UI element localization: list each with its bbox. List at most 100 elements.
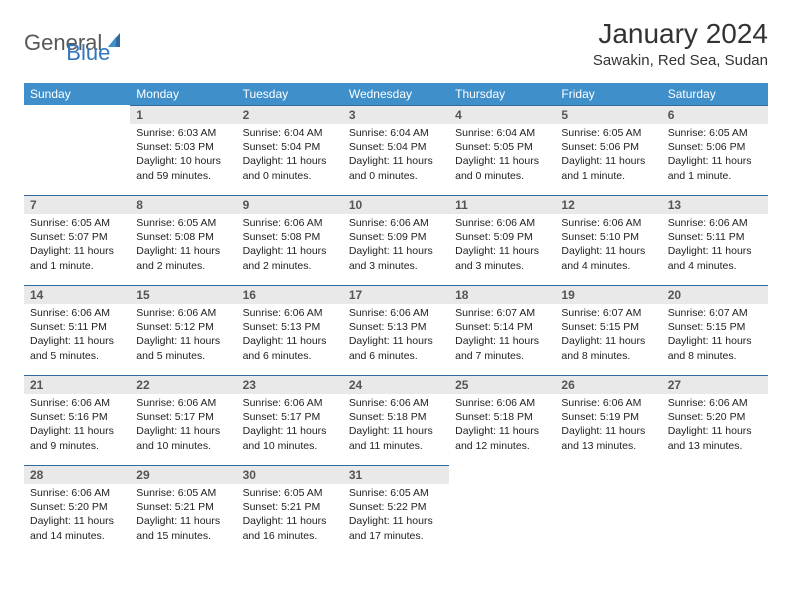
- calendar-day-cell: 20Sunrise: 6:07 AMSunset: 5:15 PMDayligh…: [662, 285, 768, 375]
- day-number: 13: [662, 195, 768, 214]
- day-body: Sunrise: 6:06 AMSunset: 5:18 PMDaylight:…: [449, 394, 555, 459]
- day-number: 23: [237, 375, 343, 394]
- calendar-day-cell: 2Sunrise: 6:04 AMSunset: 5:04 PMDaylight…: [237, 105, 343, 195]
- calendar-day-cell: 15Sunrise: 6:06 AMSunset: 5:12 PMDayligh…: [130, 285, 236, 375]
- weekday-header: Monday: [130, 83, 236, 105]
- day-body: Sunrise: 6:06 AMSunset: 5:17 PMDaylight:…: [237, 394, 343, 459]
- calendar-table: Sunday Monday Tuesday Wednesday Thursday…: [24, 83, 768, 555]
- calendar-day-cell: 21Sunrise: 6:06 AMSunset: 5:16 PMDayligh…: [24, 375, 130, 465]
- day-body: [555, 484, 661, 492]
- day-number: 25: [449, 375, 555, 394]
- month-title: January 2024: [593, 18, 768, 50]
- calendar-day-cell: 6Sunrise: 6:05 AMSunset: 5:06 PMDaylight…: [662, 105, 768, 195]
- day-number: 20: [662, 285, 768, 304]
- calendar-day-cell: 11Sunrise: 6:06 AMSunset: 5:09 PMDayligh…: [449, 195, 555, 285]
- day-body: Sunrise: 6:06 AMSunset: 5:11 PMDaylight:…: [662, 214, 768, 279]
- day-number: 7: [24, 195, 130, 214]
- day-body: Sunrise: 6:06 AMSunset: 5:19 PMDaylight:…: [555, 394, 661, 459]
- calendar-day-cell: 24Sunrise: 6:06 AMSunset: 5:18 PMDayligh…: [343, 375, 449, 465]
- calendar-week-row: 21Sunrise: 6:06 AMSunset: 5:16 PMDayligh…: [24, 375, 768, 465]
- day-number: 6: [662, 105, 768, 124]
- calendar-day-cell: 4Sunrise: 6:04 AMSunset: 5:05 PMDaylight…: [449, 105, 555, 195]
- day-body: Sunrise: 6:07 AMSunset: 5:15 PMDaylight:…: [555, 304, 661, 369]
- day-body: Sunrise: 6:06 AMSunset: 5:13 PMDaylight:…: [237, 304, 343, 369]
- weekday-header: Wednesday: [343, 83, 449, 105]
- day-number: 27: [662, 375, 768, 394]
- day-body: Sunrise: 6:05 AMSunset: 5:22 PMDaylight:…: [343, 484, 449, 549]
- day-body: Sunrise: 6:06 AMSunset: 5:09 PMDaylight:…: [343, 214, 449, 279]
- day-number: 1: [130, 105, 236, 124]
- day-body: Sunrise: 6:04 AMSunset: 5:04 PMDaylight:…: [237, 124, 343, 189]
- calendar-day-cell: [555, 465, 661, 555]
- day-body: Sunrise: 6:05 AMSunset: 5:21 PMDaylight:…: [130, 484, 236, 549]
- day-body: [449, 484, 555, 492]
- location: Sawakin, Red Sea, Sudan: [593, 52, 768, 69]
- day-body: Sunrise: 6:06 AMSunset: 5:12 PMDaylight:…: [130, 304, 236, 369]
- weekday-header: Sunday: [24, 83, 130, 105]
- calendar-day-cell: 17Sunrise: 6:06 AMSunset: 5:13 PMDayligh…: [343, 285, 449, 375]
- day-number: 5: [555, 105, 661, 124]
- calendar-day-cell: [24, 105, 130, 195]
- calendar-day-cell: 1Sunrise: 6:03 AMSunset: 5:03 PMDaylight…: [130, 105, 236, 195]
- calendar-day-cell: 29Sunrise: 6:05 AMSunset: 5:21 PMDayligh…: [130, 465, 236, 555]
- calendar-day-cell: 8Sunrise: 6:05 AMSunset: 5:08 PMDaylight…: [130, 195, 236, 285]
- day-number: 3: [343, 105, 449, 124]
- calendar-week-row: 1Sunrise: 6:03 AMSunset: 5:03 PMDaylight…: [24, 105, 768, 195]
- day-number: 15: [130, 285, 236, 304]
- day-number: 16: [237, 285, 343, 304]
- day-body: Sunrise: 6:05 AMSunset: 5:07 PMDaylight:…: [24, 214, 130, 279]
- calendar-day-cell: 25Sunrise: 6:06 AMSunset: 5:18 PMDayligh…: [449, 375, 555, 465]
- day-number: 26: [555, 375, 661, 394]
- day-body: Sunrise: 6:04 AMSunset: 5:05 PMDaylight:…: [449, 124, 555, 189]
- calendar-day-cell: 26Sunrise: 6:06 AMSunset: 5:19 PMDayligh…: [555, 375, 661, 465]
- calendar-day-cell: 27Sunrise: 6:06 AMSunset: 5:20 PMDayligh…: [662, 375, 768, 465]
- logo: General Blue: [24, 22, 110, 64]
- day-number: 11: [449, 195, 555, 214]
- calendar-day-cell: 23Sunrise: 6:06 AMSunset: 5:17 PMDayligh…: [237, 375, 343, 465]
- day-body: [24, 124, 130, 132]
- day-body: Sunrise: 6:05 AMSunset: 5:21 PMDaylight:…: [237, 484, 343, 549]
- calendar-day-cell: [449, 465, 555, 555]
- day-body: Sunrise: 6:06 AMSunset: 5:17 PMDaylight:…: [130, 394, 236, 459]
- day-number: 2: [237, 105, 343, 124]
- calendar-day-cell: 28Sunrise: 6:06 AMSunset: 5:20 PMDayligh…: [24, 465, 130, 555]
- weekday-header: Thursday: [449, 83, 555, 105]
- weekday-header: Tuesday: [237, 83, 343, 105]
- day-body: Sunrise: 6:06 AMSunset: 5:11 PMDaylight:…: [24, 304, 130, 369]
- day-body: Sunrise: 6:07 AMSunset: 5:15 PMDaylight:…: [662, 304, 768, 369]
- day-body: Sunrise: 6:06 AMSunset: 5:20 PMDaylight:…: [662, 394, 768, 459]
- weekday-header: Saturday: [662, 83, 768, 105]
- day-body: Sunrise: 6:06 AMSunset: 5:13 PMDaylight:…: [343, 304, 449, 369]
- day-number: 9: [237, 195, 343, 214]
- calendar-week-row: 7Sunrise: 6:05 AMSunset: 5:07 PMDaylight…: [24, 195, 768, 285]
- calendar-week-row: 14Sunrise: 6:06 AMSunset: 5:11 PMDayligh…: [24, 285, 768, 375]
- day-number: 24: [343, 375, 449, 394]
- day-body: Sunrise: 6:05 AMSunset: 5:08 PMDaylight:…: [130, 214, 236, 279]
- title-block: January 2024 Sawakin, Red Sea, Sudan: [593, 18, 768, 69]
- calendar-day-cell: 30Sunrise: 6:05 AMSunset: 5:21 PMDayligh…: [237, 465, 343, 555]
- calendar-day-cell: 13Sunrise: 6:06 AMSunset: 5:11 PMDayligh…: [662, 195, 768, 285]
- day-body: Sunrise: 6:04 AMSunset: 5:04 PMDaylight:…: [343, 124, 449, 189]
- calendar-day-cell: 7Sunrise: 6:05 AMSunset: 5:07 PMDaylight…: [24, 195, 130, 285]
- day-number: 17: [343, 285, 449, 304]
- day-body: Sunrise: 6:06 AMSunset: 5:08 PMDaylight:…: [237, 214, 343, 279]
- calendar-day-cell: 5Sunrise: 6:05 AMSunset: 5:06 PMDaylight…: [555, 105, 661, 195]
- day-number: 19: [555, 285, 661, 304]
- calendar-day-cell: 14Sunrise: 6:06 AMSunset: 5:11 PMDayligh…: [24, 285, 130, 375]
- day-number: 12: [555, 195, 661, 214]
- calendar-day-cell: [662, 465, 768, 555]
- calendar-week-row: 28Sunrise: 6:06 AMSunset: 5:20 PMDayligh…: [24, 465, 768, 555]
- day-body: Sunrise: 6:07 AMSunset: 5:14 PMDaylight:…: [449, 304, 555, 369]
- day-body: [662, 484, 768, 492]
- day-body: Sunrise: 6:05 AMSunset: 5:06 PMDaylight:…: [662, 124, 768, 189]
- day-body: Sunrise: 6:06 AMSunset: 5:10 PMDaylight:…: [555, 214, 661, 279]
- day-number: 30: [237, 465, 343, 484]
- calendar-body: 1Sunrise: 6:03 AMSunset: 5:03 PMDaylight…: [24, 105, 768, 555]
- calendar-day-cell: 18Sunrise: 6:07 AMSunset: 5:14 PMDayligh…: [449, 285, 555, 375]
- day-body: Sunrise: 6:03 AMSunset: 5:03 PMDaylight:…: [130, 124, 236, 189]
- header: General Blue January 2024 Sawakin, Red S…: [0, 0, 792, 73]
- day-number: 8: [130, 195, 236, 214]
- day-number: 14: [24, 285, 130, 304]
- calendar-day-cell: 10Sunrise: 6:06 AMSunset: 5:09 PMDayligh…: [343, 195, 449, 285]
- day-number: 10: [343, 195, 449, 214]
